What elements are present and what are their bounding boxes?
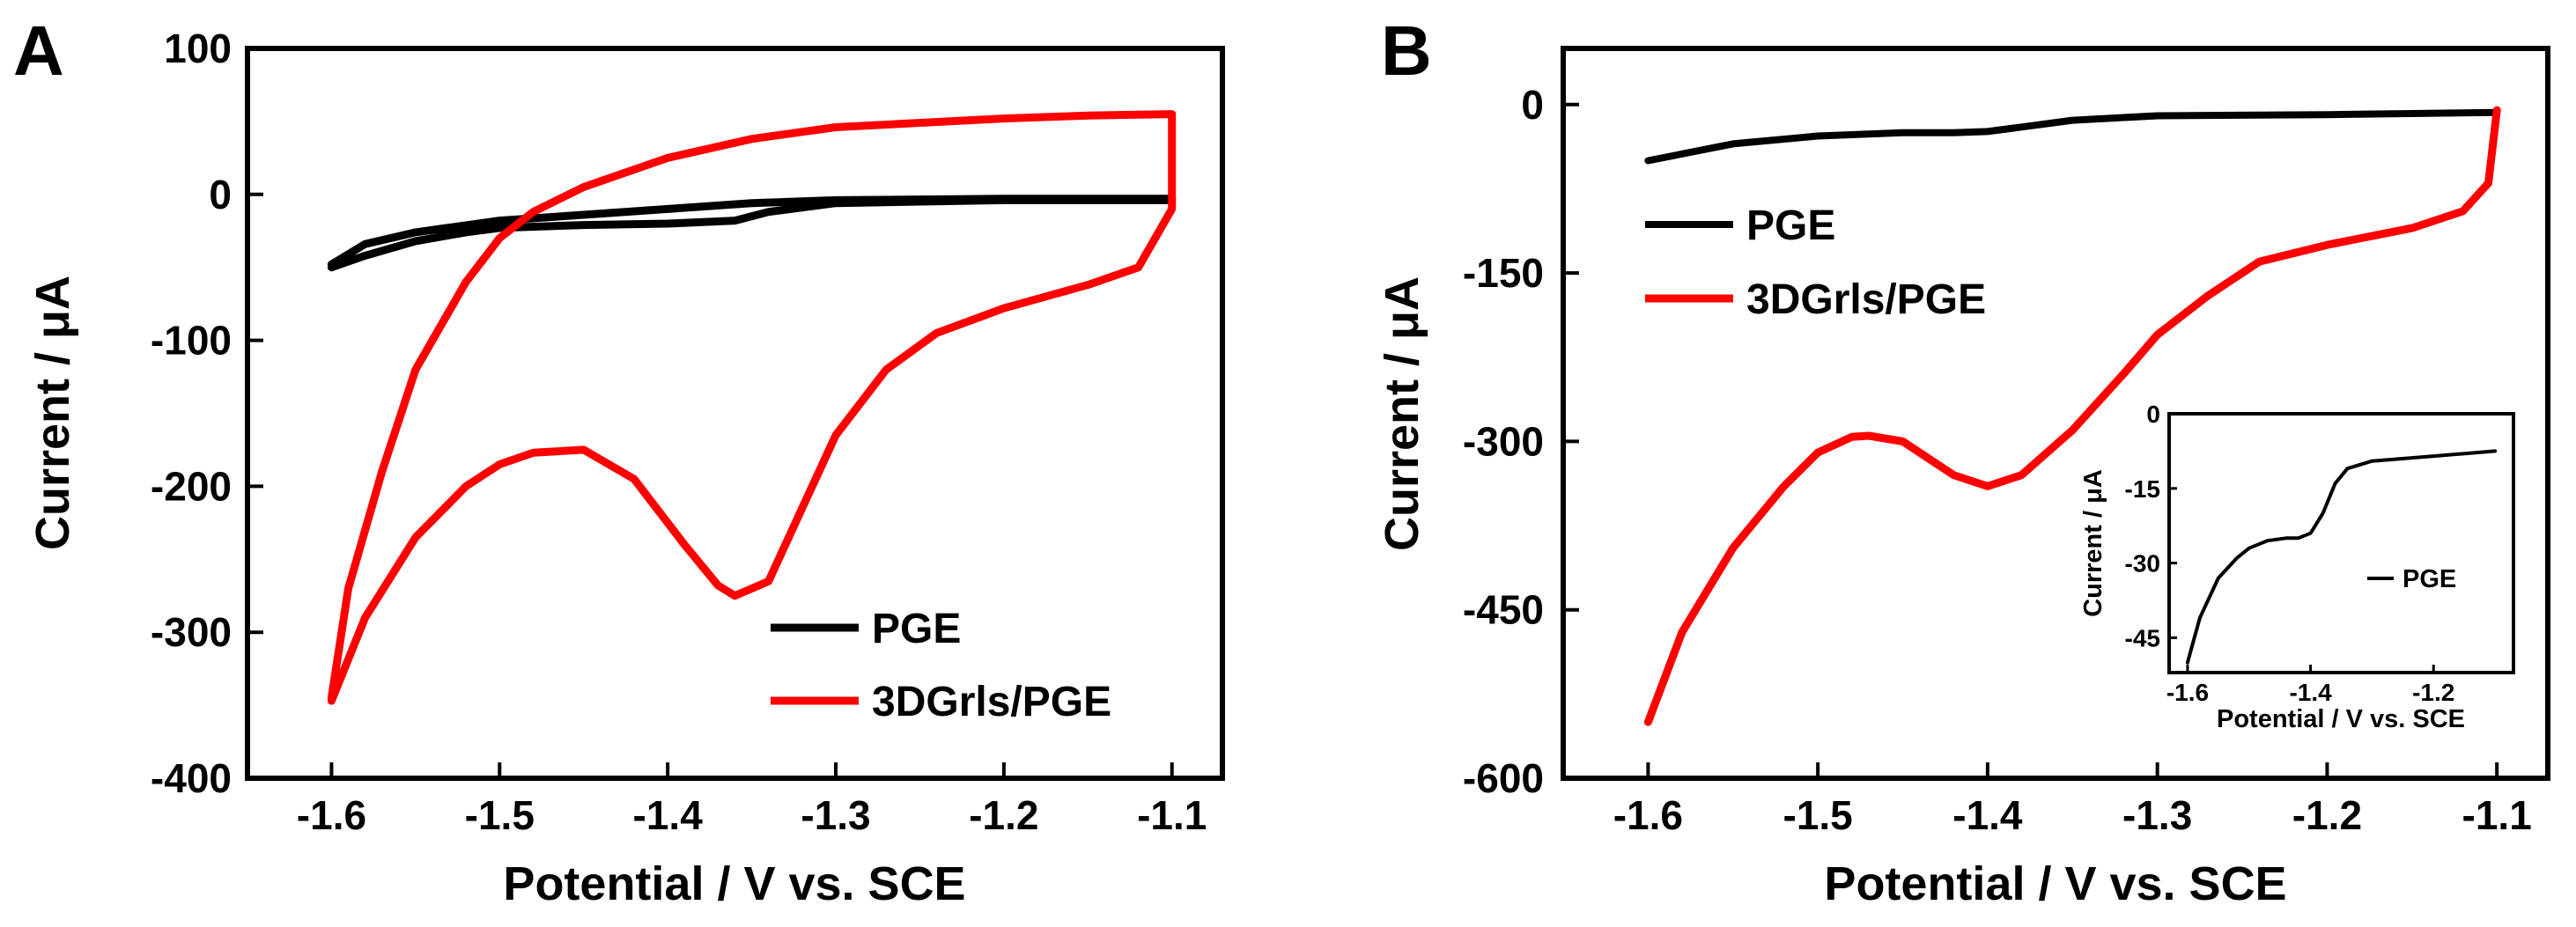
panel-b-ytick-label-1: -150: [1463, 250, 1544, 296]
panel-b-inset-xtick-label-2: -1.2: [2412, 679, 2454, 706]
panel-b-x-axis-title: Potential / V vs. SCE: [1824, 857, 2286, 910]
panel-a-ytick-label-3: -200: [151, 463, 232, 509]
panel-a-series: [327, 110, 1177, 705]
panel-a-line-pge: [327, 195, 1177, 272]
panel-b-xtick-label-1: -1.5: [1783, 792, 1853, 838]
panel-b-ytick-label-3: -450: [1463, 587, 1544, 633]
panel-a-ytick-label-2: -100: [151, 318, 232, 364]
panel-b-inset-ytick-label-3: -45: [2125, 624, 2160, 651]
panel-a-ytick-label-0: 100: [164, 26, 232, 71]
panel-a-xtick-label-0: -1.6: [297, 792, 366, 838]
panel-b-inset-ytick-label-1: -15: [2125, 475, 2160, 503]
panel-a-legend: PGE 3DGrls/PGE: [771, 606, 1111, 725]
panel-b-xtick-label-5: -1.1: [2462, 792, 2532, 838]
panel-b-inset-x-ticks: [2186, 665, 2435, 673]
panel-b-inset-x-tick-labels: -1.6 -1.4 -1.2: [2166, 679, 2455, 706]
panel-b-xtick-label-4: -1.2: [2292, 792, 2362, 838]
panel-b-line-pge: [1644, 108, 2501, 165]
panel-a-xtick-label-3: -1.3: [801, 792, 870, 838]
panel-b-series: [1643, 106, 2501, 726]
panel-b-legend: PGE 3DGrls/PGE: [1645, 202, 1986, 323]
panel-a-line-3dgrls-pge: [327, 110, 1177, 705]
panel-b-letter: B: [1381, 11, 1432, 90]
panel-b-line-3dgrls-pge: [1643, 106, 2501, 726]
panel-b-inset-frame: [2167, 412, 2515, 674]
panel-b: B -1.6 -1.5 -1.4 -1.3 -1.2 -1.1: [1376, 11, 2550, 910]
panel-b-inset-legend-label-pge: PGE: [2403, 565, 2456, 593]
panel-a-y-ticks: [247, 47, 263, 780]
panel-a-y-axis-title: Current / μA: [26, 276, 79, 550]
panel-b-ytick-label-4: -600: [1463, 755, 1544, 801]
panel-b-xtick-label-3: -1.3: [2122, 792, 2192, 838]
panel-b-inset-y-axis-title: Current / μA: [2079, 469, 2107, 617]
panel-b-inset-ytick-label-0: 0: [2146, 401, 2160, 428]
panel-a-ytick-label-5: -400: [151, 755, 232, 801]
panel-b-legend-label-3dgrls-pge: 3DGrls/PGE: [1746, 276, 1986, 323]
panel-b-legend-label-pge: PGE: [1746, 202, 1835, 249]
panel-a-xtick-label-4: -1.2: [969, 792, 1038, 838]
panel-b-inset: -1.6 -1.4 -1.2 0 -15 -30 -45 Potential /…: [2079, 401, 2515, 733]
panel-a: A -1.6 -1.5 -1.4 -1.3 -1.2 -1.1: [13, 11, 1225, 910]
panel-a-legend-label-pge: PGE: [872, 606, 961, 652]
panel-a-x-axis-title: Potential / V vs. SCE: [503, 857, 965, 910]
panel-a-ytick-label-4: -300: [151, 609, 232, 655]
panel-a-legend-label-3dgrls-pge: 3DGrls/PGE: [872, 679, 1111, 725]
panel-a-x-tick-labels: -1.6 -1.5 -1.4 -1.3 -1.2 -1.1: [297, 792, 1207, 838]
panel-a-frame: [245, 46, 1225, 781]
panel-b-inset-ytick-label-2: -30: [2125, 550, 2160, 578]
panel-b-inset-line-pge: [2185, 449, 2498, 665]
panel-b-inset-y-ticks: [2169, 412, 2177, 639]
panel-a-ytick-label-1: 0: [209, 172, 232, 217]
panel-a-xtick-label-5: -1.1: [1137, 792, 1207, 838]
panel-b-x-ticks: [1646, 762, 2499, 778]
panel-b-ytick-label-2: -300: [1463, 418, 1544, 464]
panel-b-x-tick-labels: -1.6 -1.5 -1.4 -1.3 -1.2 -1.1: [1613, 792, 2532, 838]
panel-a-letter: A: [13, 11, 64, 90]
panel-a-xtick-label-2: -1.4: [633, 792, 704, 838]
panel-b-ytick-label-0: 0: [1521, 82, 1544, 128]
panel-b-xtick-label-0: -1.6: [1613, 792, 1683, 838]
panel-a-x-ticks: [329, 762, 1174, 778]
panel-a-y-tick-labels: 100 0 -100 -200 -300 -400: [151, 26, 232, 801]
panel-b-y-tick-labels: 0 -150 -300 -450 -600: [1463, 82, 1544, 801]
panel-b-inset-y-tick-labels: 0 -15 -30 -45: [2125, 401, 2160, 651]
panel-b-y-ticks: [1563, 102, 1579, 780]
panel-b-inset-legend: PGE: [2367, 565, 2456, 593]
panel-b-xtick-label-2: -1.4: [1952, 792, 2023, 838]
panel-b-inset-x-axis-title: Potential / V vs. SCE: [2217, 705, 2465, 733]
panel-b-inset-xtick-label-1: -1.4: [2289, 679, 2332, 706]
panel-a-xtick-label-1: -1.5: [465, 792, 535, 838]
panel-b-y-axis-title: Current / μA: [1376, 276, 1428, 551]
panel-b-inset-xtick-label-0: -1.6: [2166, 679, 2209, 706]
panel-b-frame: [1561, 46, 2550, 781]
